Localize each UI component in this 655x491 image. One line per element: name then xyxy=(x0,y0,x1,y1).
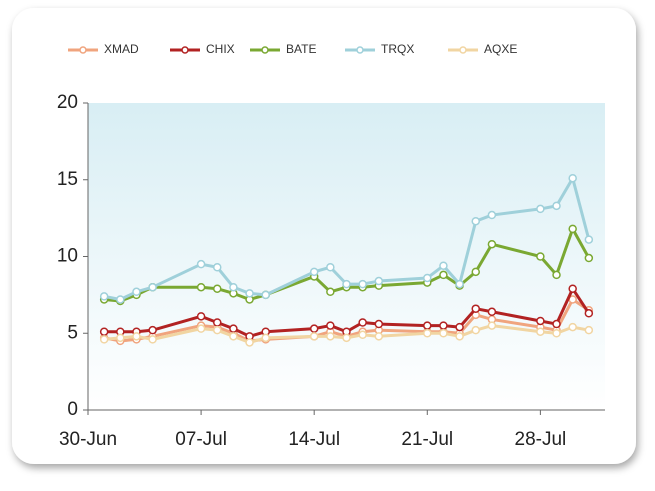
point xyxy=(568,224,577,234)
point xyxy=(584,253,594,263)
point xyxy=(342,333,351,343)
point xyxy=(326,287,335,297)
point xyxy=(487,321,497,330)
point xyxy=(148,335,157,344)
point xyxy=(116,295,125,304)
plot-area xyxy=(88,103,605,410)
point xyxy=(423,273,432,283)
y-tick-label: 10 xyxy=(57,246,78,267)
point xyxy=(261,333,270,343)
point xyxy=(374,276,384,286)
point xyxy=(471,216,480,226)
point xyxy=(584,235,594,244)
legend-label: XMAD xyxy=(104,42,139,56)
point xyxy=(148,282,157,292)
point xyxy=(439,261,448,270)
point xyxy=(326,321,335,330)
point xyxy=(196,312,206,321)
y-tick-label: 15 xyxy=(57,169,78,190)
legend-label: CHIX xyxy=(206,42,235,56)
point xyxy=(196,259,206,269)
point xyxy=(326,262,335,272)
legend-label: BATE xyxy=(286,42,316,56)
point xyxy=(471,267,480,277)
x-tick-label: 14-Jul xyxy=(288,429,340,450)
x-tick-label: 21-Jul xyxy=(401,429,453,450)
point xyxy=(132,287,141,297)
point xyxy=(423,329,432,338)
point xyxy=(471,325,480,335)
point xyxy=(213,325,222,335)
point xyxy=(358,318,367,327)
point xyxy=(245,289,254,298)
point xyxy=(213,284,222,293)
point xyxy=(213,262,222,272)
point xyxy=(536,316,545,326)
point xyxy=(196,282,206,292)
point xyxy=(487,239,497,249)
point xyxy=(309,267,319,277)
point xyxy=(309,332,319,341)
legend-marker xyxy=(356,46,364,54)
point xyxy=(99,292,109,301)
point xyxy=(245,338,254,347)
point xyxy=(374,319,384,329)
point xyxy=(423,321,432,330)
point xyxy=(99,335,109,344)
point xyxy=(439,270,448,280)
y-tick-label: 5 xyxy=(67,322,78,343)
point xyxy=(455,332,464,341)
point xyxy=(148,325,157,335)
y-tick-label: 0 xyxy=(67,399,78,420)
point xyxy=(552,201,561,211)
point xyxy=(536,204,545,214)
legend-label: AQXE xyxy=(484,42,517,56)
point xyxy=(487,307,497,317)
point xyxy=(374,332,384,341)
point xyxy=(552,319,561,329)
point xyxy=(439,321,448,330)
point xyxy=(99,327,109,336)
x-tick-label: 28-Jul xyxy=(515,429,567,450)
point xyxy=(536,252,545,261)
point xyxy=(229,282,238,292)
legend-marker xyxy=(261,46,269,54)
legend-marker xyxy=(79,46,87,54)
x-tick-label: 07-Jul xyxy=(175,429,227,450)
point xyxy=(568,284,577,293)
point xyxy=(455,279,464,289)
point xyxy=(116,333,125,343)
legend-label: TRQX xyxy=(381,42,414,56)
point xyxy=(326,332,335,341)
y-tick-label: 20 xyxy=(57,92,78,113)
point xyxy=(229,332,238,341)
point xyxy=(358,330,367,340)
point xyxy=(552,270,561,280)
point xyxy=(552,329,561,338)
point xyxy=(471,304,480,313)
legend-marker xyxy=(181,46,189,54)
point xyxy=(342,279,351,289)
point xyxy=(261,290,270,300)
x-tick-label: 30-Jun xyxy=(59,429,117,450)
point xyxy=(584,325,594,335)
legend-marker xyxy=(459,46,467,54)
point xyxy=(309,324,319,333)
point xyxy=(455,322,464,332)
point xyxy=(213,318,222,327)
point xyxy=(229,324,238,333)
point xyxy=(196,324,206,333)
point xyxy=(568,322,577,332)
point xyxy=(536,327,545,336)
point xyxy=(487,210,497,220)
point xyxy=(584,309,594,318)
point xyxy=(439,329,448,338)
point xyxy=(568,173,577,183)
point xyxy=(132,332,141,341)
point xyxy=(358,279,367,289)
